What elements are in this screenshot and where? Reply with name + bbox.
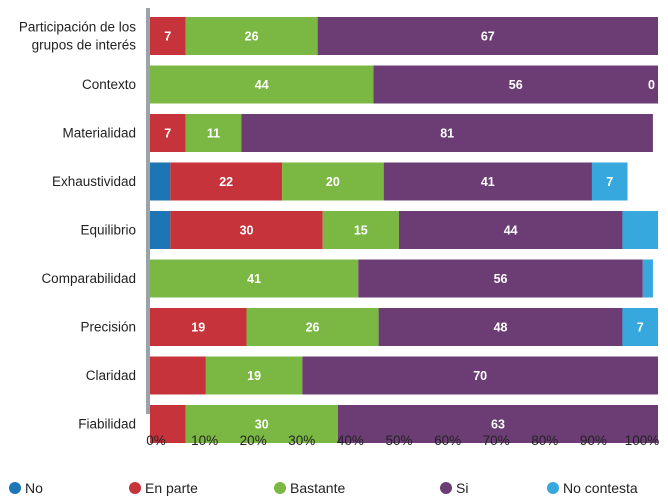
category-label: Equilibrio (80, 223, 136, 238)
legend-marker (440, 482, 452, 494)
legend: No En parte Bastante Si No contesta (9, 480, 638, 496)
bar-segment-si (358, 259, 643, 298)
data-label: 7 (164, 30, 171, 44)
x-tick-label: 70% (483, 433, 510, 448)
bar-segment-bastante (246, 308, 379, 346)
data-label: 7 (164, 127, 171, 141)
legend-label: Si (456, 480, 468, 496)
bar-segment-bastante (282, 162, 384, 201)
bar-segment-no (150, 162, 171, 201)
bar-segment-no-contesta (622, 211, 658, 249)
data-label: 30 (240, 224, 254, 238)
bar-segment-bastante (150, 259, 359, 298)
bar-segment-bastante (205, 356, 303, 395)
bar-segment-en-parte (150, 405, 186, 443)
legend-marker (274, 482, 286, 494)
bar-segment-si (373, 65, 658, 104)
bar-segment-no-contesta (622, 308, 658, 346)
bar-segment-en-parte (150, 308, 247, 346)
data-label: 44 (504, 224, 518, 238)
x-tick-label: 60% (434, 433, 461, 448)
bar-segment-bastante (185, 114, 242, 152)
data-label: 7 (637, 321, 644, 335)
category-label: Comparabilidad (41, 271, 136, 286)
data-label: 30 (255, 418, 269, 432)
x-tick-label: 10% (191, 433, 218, 448)
bar-segment-bastante (322, 211, 399, 249)
bar-segment-si (383, 162, 592, 201)
data-label: 41 (247, 272, 261, 286)
legend-label: Bastante (290, 480, 345, 496)
bar-segment-si (337, 405, 658, 443)
bar-segment-si (398, 211, 623, 249)
x-tick-label: 90% (580, 433, 607, 448)
legend-marker (9, 482, 21, 494)
category-labels: Participación de los grupos de interés Con… (19, 20, 136, 432)
category-label: Participación de los grupos de interés (19, 20, 136, 53)
data-label: 26 (245, 30, 259, 44)
data-label: 26 (306, 321, 320, 335)
bar-segment-no-contesta (642, 259, 653, 298)
bar-segment-no-contesta (591, 162, 628, 201)
data-label: 22 (219, 175, 233, 189)
data-label: 44 (255, 78, 269, 92)
data-label: 48 (494, 321, 508, 335)
bar-segment-si (378, 308, 623, 346)
data-label: 19 (191, 321, 205, 335)
data-label: 15 (354, 224, 368, 238)
bar-segment-no (150, 211, 171, 249)
data-label: 20 (326, 175, 340, 189)
bar-segment-si (317, 17, 658, 55)
legend-marker (547, 482, 559, 494)
legend-label: No (25, 480, 43, 496)
data-label: 56 (494, 272, 508, 286)
bar-segment-si (302, 356, 658, 395)
x-tick-label: 20% (240, 433, 267, 448)
legend-label: En parte (145, 480, 198, 496)
category-label: Claridad (86, 368, 136, 383)
data-label: 11 (207, 127, 220, 141)
bars-layer: 7266704456071181222041730154404156192648… (150, 17, 658, 443)
x-tick-label: 80% (531, 433, 558, 448)
category-label: Fiabilidad (78, 417, 136, 432)
data-label: 0 (648, 78, 655, 92)
bar-segment-en-parte (170, 162, 283, 201)
x-tick-label: 50% (385, 433, 412, 448)
x-tick-label: 0% (146, 433, 166, 448)
data-label: 41 (481, 175, 495, 189)
bar-segment-bastante (185, 405, 338, 443)
bar-segment-en-parte (150, 356, 206, 395)
data-label: 70 (473, 369, 487, 383)
bar-segment-en-parte (150, 17, 186, 55)
data-label: 81 (440, 127, 454, 141)
x-axis-tick-labels: 0% 10% 20% 30% 40% 50% 60% 70% 80% 90% 100% (146, 433, 659, 448)
data-label: 63 (491, 418, 505, 432)
bar-segment-en-parte (170, 211, 323, 249)
category-label: Materialidad (62, 126, 136, 141)
x-tick-label: 100% (625, 433, 660, 448)
x-tick-label: 30% (288, 433, 315, 448)
bar-segment-bastante (185, 17, 318, 55)
x-tick-label: 40% (337, 433, 364, 448)
bar-segment-bastante (150, 65, 374, 104)
data-label: 67 (481, 30, 495, 44)
category-label: Precisión (80, 320, 136, 335)
data-label: 7 (606, 175, 613, 189)
data-label: 56 (509, 78, 523, 92)
bar-segment-en-parte (150, 114, 186, 152)
category-label: Exhaustividad (52, 174, 136, 189)
legend-label: No contesta (563, 480, 638, 496)
category-label: Contexto (82, 77, 136, 92)
bar-segment-si (241, 114, 653, 152)
data-label: 19 (247, 369, 261, 383)
legend-marker (129, 482, 141, 494)
